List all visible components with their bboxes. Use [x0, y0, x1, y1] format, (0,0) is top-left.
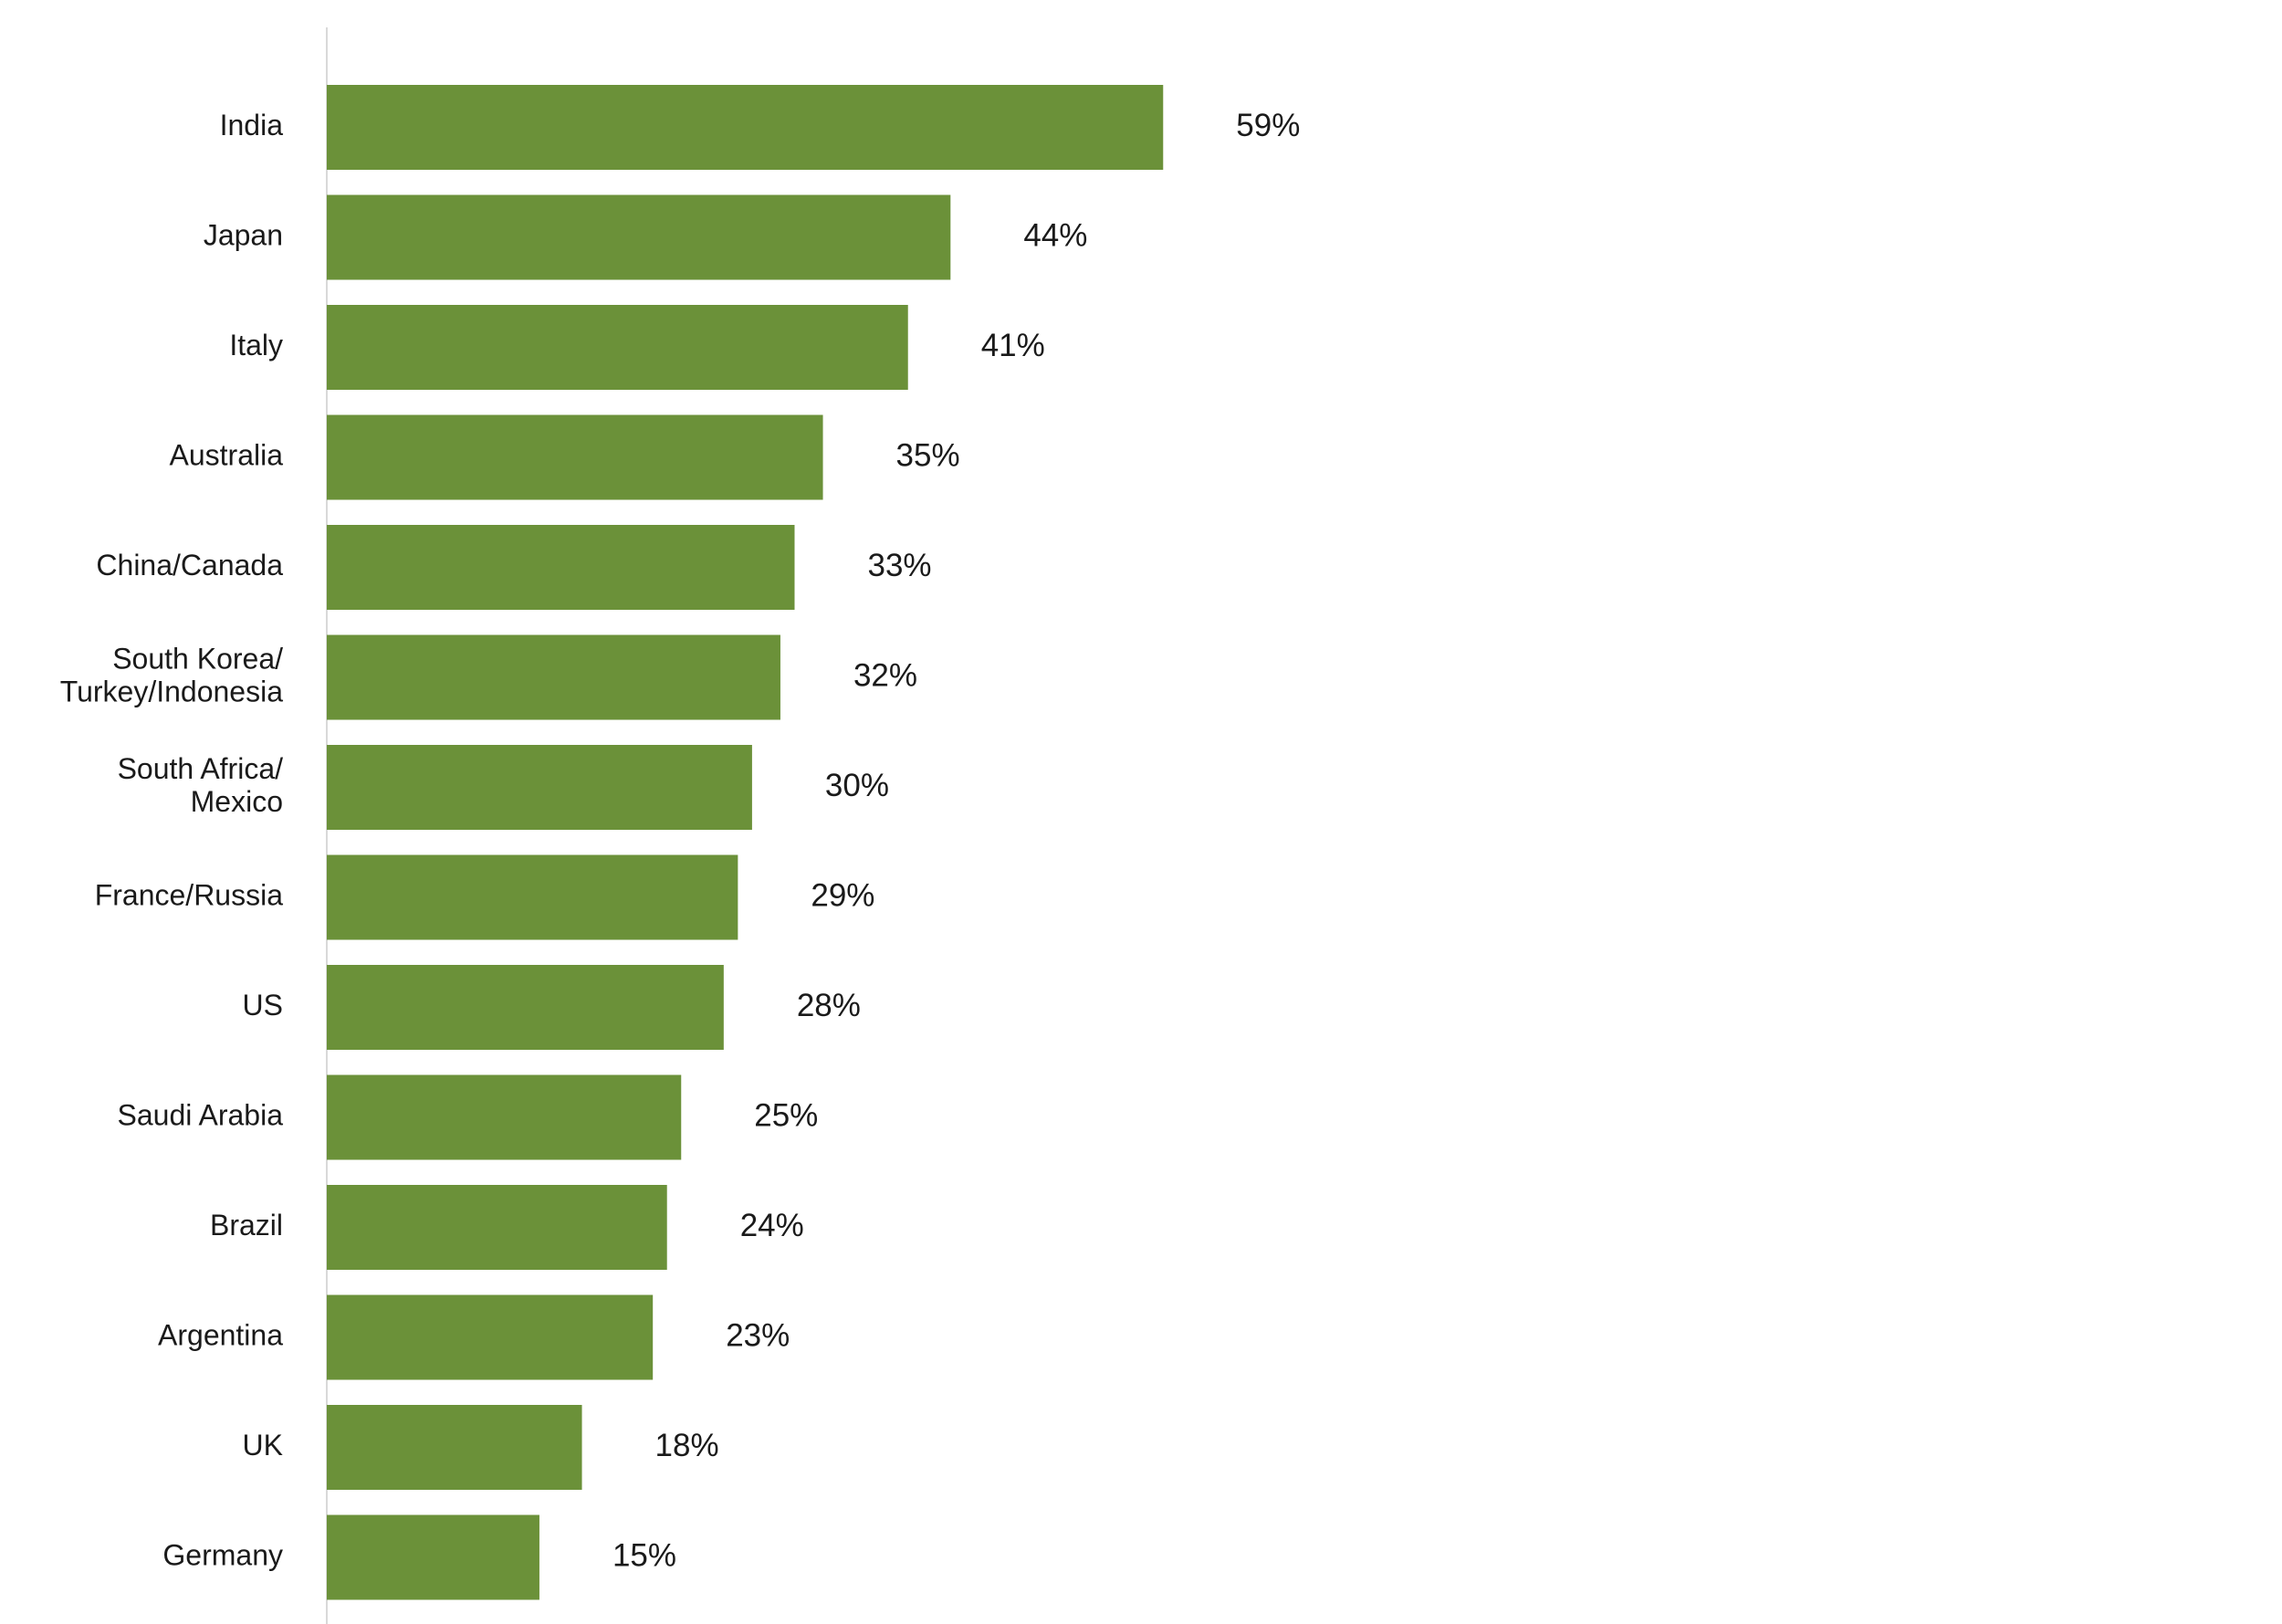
category-label: Germany: [162, 1538, 283, 1571]
category-label: India: [220, 109, 284, 141]
bar: [327, 194, 951, 280]
bar-value-label: 32%: [853, 657, 917, 693]
bar: [327, 1514, 539, 1600]
bar-value-label: 35%: [896, 437, 960, 473]
bar-value-label: 33%: [867, 548, 931, 583]
bar: [327, 1405, 582, 1490]
bar: [327, 745, 752, 830]
bar-value-label: 28%: [797, 988, 861, 1023]
category-label: UK: [243, 1429, 283, 1462]
category-label: Australia: [170, 438, 284, 471]
bar: [327, 414, 823, 500]
category-label: Japan: [204, 218, 283, 251]
bar-value-label: 15%: [612, 1537, 676, 1573]
category-label: Brazil: [210, 1209, 283, 1242]
category-label: Italy: [229, 329, 283, 361]
bar: [327, 1185, 667, 1270]
bar-value-label: 41%: [981, 328, 1045, 363]
bar-value-label: 59%: [1236, 108, 1300, 143]
category-label: China/Canada: [96, 549, 283, 581]
bar: [327, 525, 795, 610]
bar: [327, 854, 738, 940]
bar: [327, 85, 1164, 170]
bar-value-label: 24%: [740, 1208, 804, 1243]
category-label: South Korea/: [112, 642, 283, 675]
category-label: France/Russia: [95, 878, 284, 911]
category-label: South Africa/: [118, 752, 284, 785]
bar-value-label: 29%: [811, 877, 874, 913]
bar: [327, 1294, 654, 1380]
bar-value-label: 23%: [726, 1317, 790, 1353]
category-label: Saudi Arabia: [118, 1098, 284, 1131]
category-label: Argentina: [158, 1318, 283, 1351]
bar-value-label: 30%: [825, 768, 889, 803]
bar: [327, 1074, 682, 1160]
bar-value-label: 25%: [754, 1097, 818, 1133]
category-label: US: [243, 989, 283, 1022]
bar: [327, 634, 780, 720]
category-label: Turkey/Indonesia: [60, 675, 283, 707]
bar: [327, 305, 908, 390]
bar: [327, 965, 724, 1050]
bar-value-label: 18%: [655, 1428, 719, 1463]
category-label: Mexico: [191, 785, 283, 818]
bar-value-label: 44%: [1023, 217, 1087, 253]
